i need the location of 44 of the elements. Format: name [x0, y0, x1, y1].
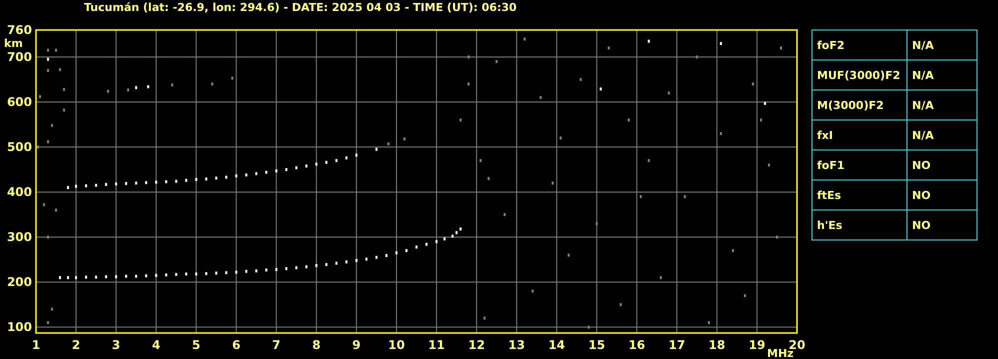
text: N/A: [912, 129, 934, 142]
category-label: ftEs: [817, 189, 842, 202]
text: NO: [912, 219, 931, 232]
chart-title: Tucumán (lat: -26.9, lon: 294.6) - DATE: 2025 04 03 - TIME (UT): 06:30: [84, 1, 517, 14]
y-tick-label: 700: [6, 50, 32, 64]
category-label: foF2: [817, 39, 845, 52]
x-tick-label: 12: [468, 338, 485, 352]
category-label: foF1: [817, 159, 845, 172]
text: N/A: [912, 69, 934, 82]
x-tick-label: 6: [232, 338, 240, 352]
text: NO: [912, 159, 931, 172]
x-tick-label: 11: [428, 338, 445, 352]
x-tick-label: 7: [272, 338, 280, 352]
x-tick-label: 20: [788, 338, 806, 352]
x-tick-label: 1: [32, 338, 40, 352]
category-label: h'Es: [817, 219, 843, 232]
y-tick-label: 760: [6, 23, 32, 37]
x-tick-label: 4: [152, 338, 160, 352]
y-tick-label: 200: [6, 275, 32, 290]
x-tick-label: 17: [668, 338, 686, 352]
x-tick-label: 19: [748, 338, 766, 352]
category-label: fxI: [817, 129, 833, 142]
text: NO: [912, 189, 931, 202]
x-tick-label: 9: [352, 338, 361, 352]
category-label: MUF(3000)F2: [817, 69, 900, 82]
x-tick-label: 13: [508, 338, 525, 352]
x-tick-label: 15: [588, 338, 606, 352]
x-tick-label: 8: [312, 338, 321, 352]
y-tick-label: 100: [6, 320, 32, 334]
x-tick-label: 2: [72, 338, 80, 352]
category-label: M(3000)F2: [817, 99, 884, 112]
x-tick-label: 5: [192, 338, 200, 352]
x-tick-label: 18: [708, 338, 726, 352]
x-tick-label: 3: [112, 338, 120, 352]
y-tick-label: 500: [6, 140, 32, 154]
text: N/A: [912, 99, 934, 112]
x-tick-label: 14: [548, 338, 566, 352]
y-axis-title: km: [4, 37, 23, 50]
x-tick-label: 10: [388, 338, 405, 352]
y-tick-label: 600: [6, 95, 32, 110]
y-tick-label: 400: [6, 185, 32, 200]
y-tick-label: 300: [6, 230, 32, 244]
text: N/A: [912, 39, 934, 52]
x-tick-label: 16: [628, 338, 646, 352]
